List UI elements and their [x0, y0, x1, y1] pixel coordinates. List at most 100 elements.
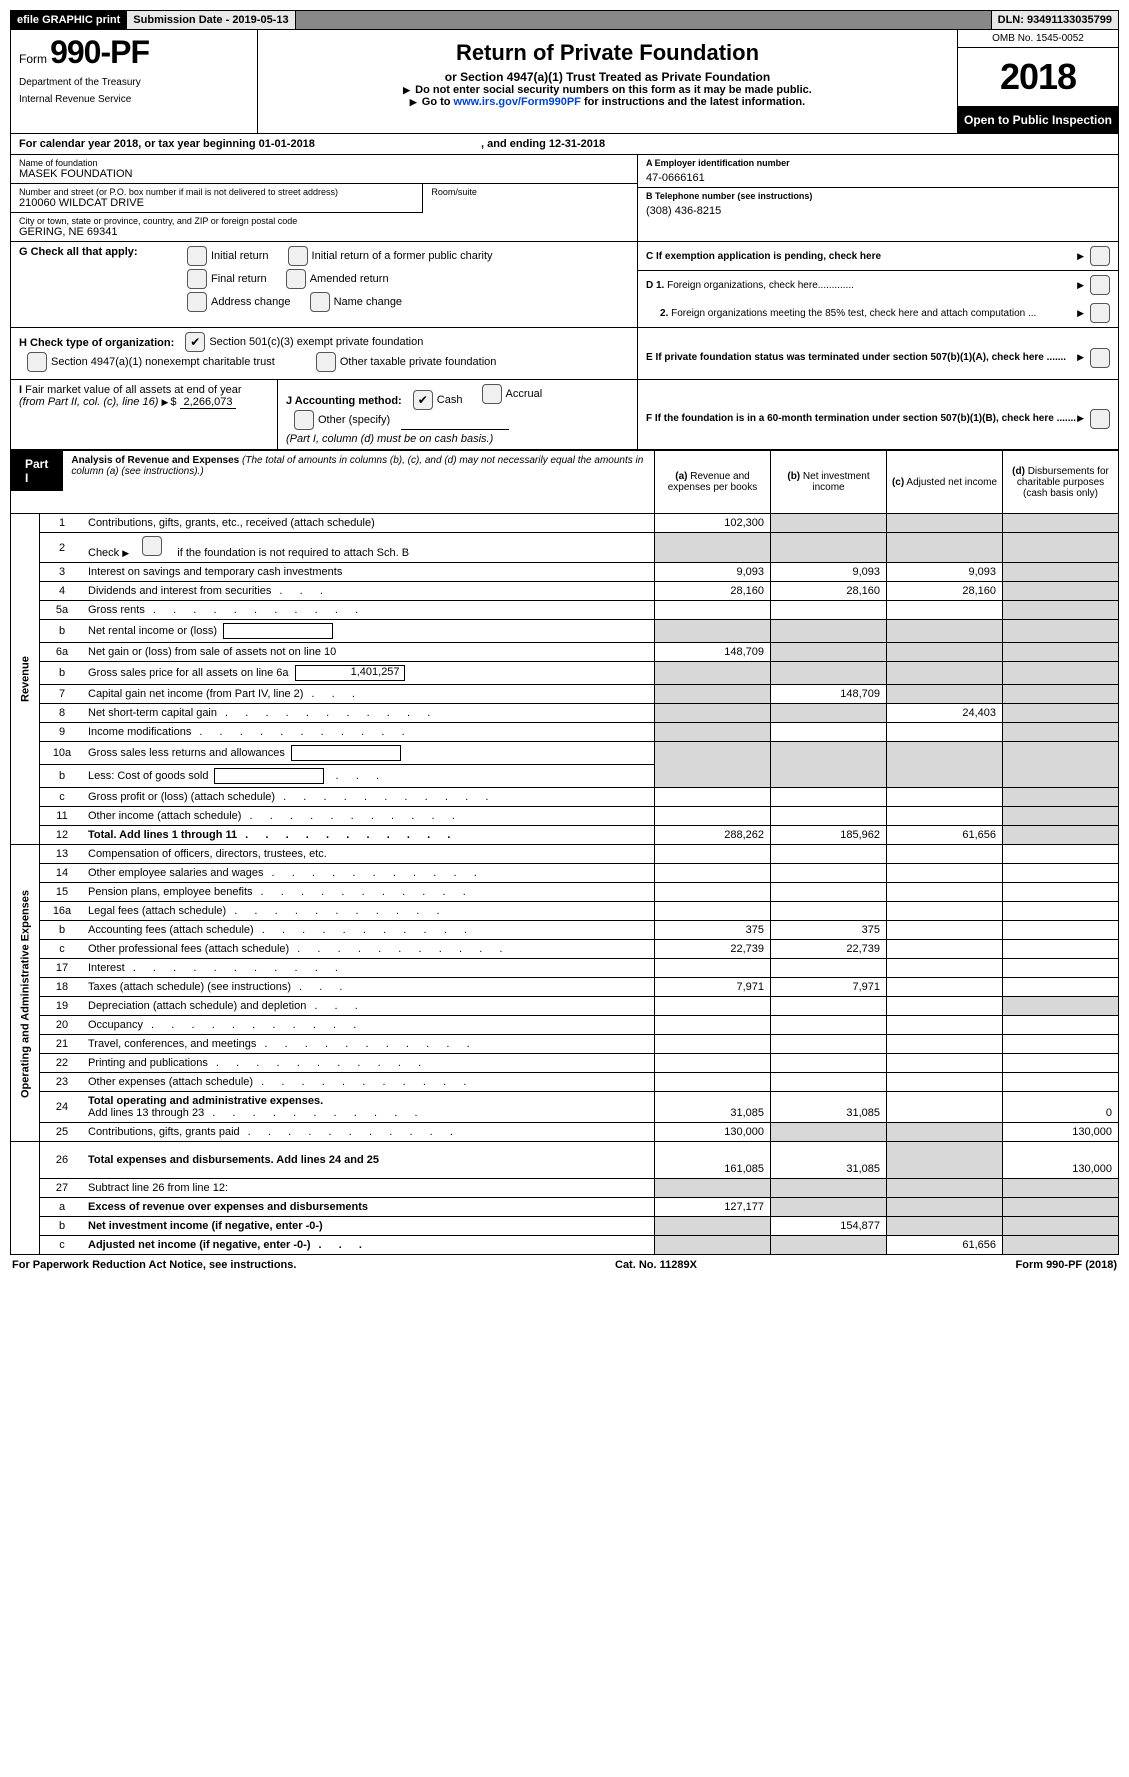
- street-address: 210060 WILDCAT DRIVE: [19, 197, 414, 209]
- chk-sch-b[interactable]: [142, 536, 166, 556]
- chk-cash[interactable]: ✔Cash: [413, 390, 463, 410]
- goto-prefix: Go to: [422, 96, 454, 108]
- part1-title: Analysis of Revenue and Expenses: [71, 455, 239, 466]
- tax-year: 2018: [958, 48, 1118, 107]
- form-word: Form: [19, 52, 47, 66]
- line16a-desc: Legal fees (attach schedule): [84, 902, 655, 921]
- form-header: Form 990-PF Department of the Treasury I…: [10, 30, 1119, 134]
- line1-a: 102,300: [655, 514, 771, 533]
- chk-initial-former[interactable]: Initial return of a former public charit…: [288, 246, 493, 266]
- chk-501c3[interactable]: ✔Section 501(c)(3) exempt private founda…: [185, 332, 423, 352]
- irs-link[interactable]: www.irs.gov/Form990PF: [454, 96, 581, 108]
- d1-checkbox[interactable]: [1090, 275, 1110, 295]
- chk-other-method[interactable]: Other (specify): [294, 410, 390, 430]
- line16b-desc: Accounting fees (attach schedule): [84, 921, 655, 940]
- line15-desc: Pension plans, employee benefits: [84, 883, 655, 902]
- c-checkbox[interactable]: [1090, 246, 1110, 266]
- chk-4947[interactable]: Section 4947(a)(1) nonexempt charitable …: [27, 352, 275, 372]
- col-d-hdr: Disbursements for charitable purposes (c…: [1017, 466, 1109, 499]
- line19-desc: Depreciation (attach schedule) and deple…: [84, 997, 655, 1016]
- line26-desc: Total expenses and disbursements. Add li…: [84, 1142, 655, 1179]
- goto-suffix: for instructions and the latest informat…: [581, 96, 805, 108]
- phone-value: (308) 436-8215: [646, 205, 1110, 217]
- submission-date: Submission Date - 2019-05-13: [127, 11, 295, 29]
- line9-desc: Income modifications: [84, 723, 655, 742]
- page-footer: For Paperwork Reduction Act Notice, see …: [10, 1255, 1119, 1275]
- room-label: Room/suite: [431, 187, 629, 197]
- ein-value: 47-0666161: [646, 172, 1110, 184]
- top-bar: efile GRAPHIC print Submission Date - 20…: [10, 10, 1119, 30]
- fmv-value: 2,266,073: [180, 396, 237, 409]
- dln: DLN: 93491133035799: [992, 11, 1118, 29]
- efile-label: efile GRAPHIC print: [11, 11, 127, 29]
- footer-right: Form 990-PF (2018): [1016, 1259, 1118, 1271]
- line23-desc: Other expenses (attach schedule): [84, 1073, 655, 1092]
- line27a-desc: Excess of revenue over expenses and disb…: [84, 1198, 655, 1217]
- city-state-zip: GERING, NE 69341: [19, 226, 629, 238]
- chk-final-return[interactable]: Final return: [187, 269, 267, 289]
- line7-desc: Capital gain net income (from Part IV, l…: [84, 685, 655, 704]
- form-title: Return of Private Foundation: [264, 40, 951, 66]
- line16c-desc: Other professional fees (attach schedule…: [84, 940, 655, 959]
- col-b-hdr: Net investment income: [803, 471, 870, 493]
- line4-desc: Dividends and interest from securities: [84, 582, 655, 601]
- section-g-row: G Check all that apply: Initial return I…: [10, 242, 1119, 328]
- line13-desc: Compensation of officers, directors, tru…: [84, 845, 655, 864]
- chk-initial-return[interactable]: Initial return: [187, 246, 268, 266]
- line6b-desc: Gross sales price for all assets on line…: [84, 662, 655, 685]
- chk-other-taxable[interactable]: Other taxable private foundation: [316, 352, 497, 372]
- line14-desc: Other employee salaries and wages: [84, 864, 655, 883]
- foundation-name: MASEK FOUNDATION: [19, 168, 629, 180]
- revenue-label: Revenue: [11, 514, 40, 845]
- line20-desc: Occupancy: [84, 1016, 655, 1035]
- line10c-desc: Gross profit or (loss) (attach schedule): [84, 788, 655, 807]
- footer-left: For Paperwork Reduction Act Notice, see …: [12, 1259, 296, 1271]
- g-label: G Check all that apply:: [19, 246, 179, 315]
- line18-desc: Taxes (attach schedule) (see instruction…: [84, 978, 655, 997]
- ein-label: A Employer identification number: [646, 158, 1110, 168]
- phone-label: B Telephone number (see instructions): [646, 191, 1110, 201]
- line5a-desc: Gross rents: [84, 601, 655, 620]
- part1-label: Part I: [11, 451, 63, 491]
- chk-address-change[interactable]: Address change: [187, 292, 291, 312]
- form-subtitle: or Section 4947(a)(1) Trust Treated as P…: [264, 70, 951, 84]
- open-inspection: Open to Public Inspection: [958, 107, 1118, 133]
- address-label: Number and street (or P.O. box number if…: [19, 187, 414, 197]
- section-ij-row: I Fair market value of all assets at end…: [10, 380, 1119, 450]
- form-number: 990-PF: [50, 34, 149, 70]
- e-label: E If private foundation status was termi…: [646, 352, 1066, 363]
- part1-table: Part I Analysis of Revenue and Expenses …: [10, 450, 1119, 1255]
- line21-desc: Travel, conferences, and meetings: [84, 1035, 655, 1054]
- line25-desc: Contributions, gifts, grants paid: [84, 1123, 655, 1142]
- section-h-row: H Check type of organization: ✔Section 5…: [10, 328, 1119, 380]
- identification-block: Name of foundation MASEK FOUNDATION Numb…: [10, 155, 1119, 242]
- e-checkbox[interactable]: [1090, 348, 1110, 368]
- ssn-warning: Do not enter social security numbers on …: [415, 84, 812, 96]
- city-label: City or town, state or province, country…: [19, 216, 629, 226]
- j-note: (Part I, column (d) must be on cash basi…: [286, 433, 493, 445]
- line10b-desc: Less: Cost of goods sold: [84, 765, 655, 788]
- h-label: H Check type of organization:: [19, 337, 174, 349]
- line6a-desc: Net gain or (loss) from sale of assets n…: [84, 643, 655, 662]
- line27c-desc: Adjusted net income (if negative, enter …: [84, 1236, 655, 1255]
- f-label: F If the foundation is in a 60-month ter…: [646, 413, 1076, 424]
- chk-accrual[interactable]: Accrual: [482, 384, 543, 404]
- line27-desc: Subtract line 26 from line 12:: [84, 1179, 655, 1198]
- name-label: Name of foundation: [19, 158, 629, 168]
- dept-treasury: Department of the Treasury: [19, 77, 249, 88]
- chk-amended-return[interactable]: Amended return: [286, 269, 389, 289]
- f-checkbox[interactable]: [1090, 409, 1110, 429]
- omb-number: OMB No. 1545-0052: [958, 30, 1118, 48]
- line24-desc: Total operating and administrative expen…: [84, 1092, 655, 1123]
- d2-checkbox[interactable]: [1090, 303, 1110, 323]
- line17-desc: Interest: [84, 959, 655, 978]
- line8-desc: Net short-term capital gain: [84, 704, 655, 723]
- line3-desc: Interest on savings and temporary cash i…: [84, 563, 655, 582]
- line12-desc: Total. Add lines 1 through 11: [84, 826, 655, 845]
- line27b-desc: Net investment income (if negative, ente…: [84, 1217, 655, 1236]
- j-label: J Accounting method:: [286, 395, 402, 407]
- calendar-year-line: For calendar year 2018, or tax year begi…: [10, 134, 1119, 155]
- line22-desc: Printing and publications: [84, 1054, 655, 1073]
- chk-name-change[interactable]: Name change: [310, 292, 403, 312]
- line5b-desc: Net rental income or (loss): [84, 620, 655, 643]
